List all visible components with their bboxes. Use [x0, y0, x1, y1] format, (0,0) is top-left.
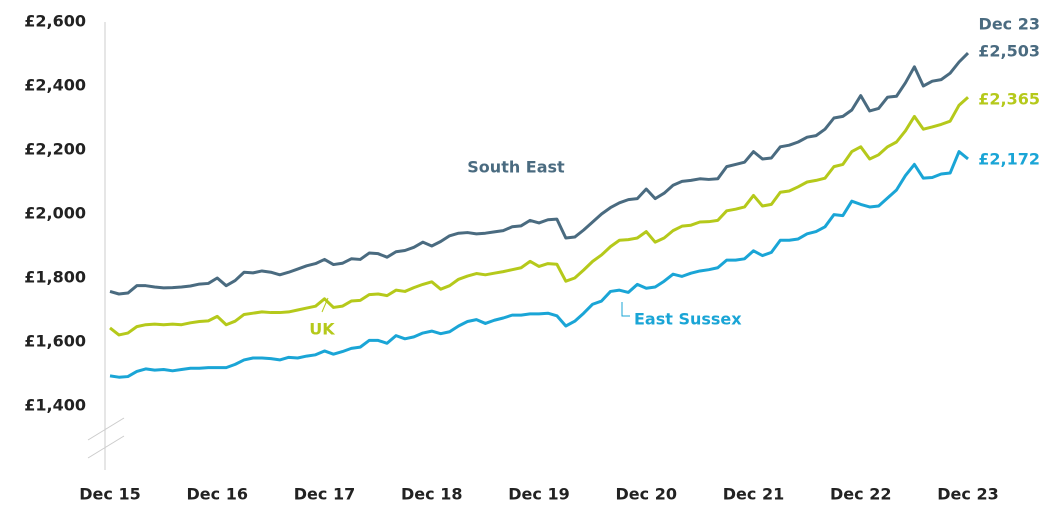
y-tick-label: £1,400	[24, 396, 86, 415]
y-tick-label: £1,800	[24, 268, 86, 287]
y-tick-label: £2,200	[24, 140, 86, 159]
x-tick-label: Dec 19	[508, 485, 569, 504]
series-line	[109, 150, 969, 379]
series-label: UK	[309, 320, 335, 339]
x-tick-label: Dec 16	[187, 485, 248, 504]
x-tick-label: Dec 22	[830, 485, 891, 504]
axis-break	[87, 435, 125, 459]
y-tick-label: £2,400	[24, 76, 86, 95]
x-tick-label: Dec 18	[401, 485, 462, 504]
series-line	[109, 96, 970, 337]
x-tick-label: Dec 21	[723, 485, 784, 504]
leader-line	[621, 302, 630, 317]
x-tick-label: Dec 15	[79, 485, 140, 504]
series-label: East Sussex	[634, 310, 742, 329]
series-line	[109, 51, 970, 296]
series-label: South East	[467, 158, 565, 177]
x-tick-label: Dec 20	[616, 485, 677, 504]
end-label: £2,365	[978, 90, 1040, 109]
y-tick-label: £1,600	[24, 332, 86, 351]
end-label: £2,503	[978, 42, 1040, 61]
y-tick-label: £2,600	[24, 12, 86, 31]
end-label: £2,172	[978, 150, 1040, 169]
x-tick-label: Dec 23	[937, 485, 998, 504]
axis-break	[87, 417, 125, 441]
end-header: Dec 23	[979, 15, 1040, 34]
x-tick-label: Dec 17	[294, 485, 355, 504]
y-tick-label: £2,000	[24, 204, 86, 223]
